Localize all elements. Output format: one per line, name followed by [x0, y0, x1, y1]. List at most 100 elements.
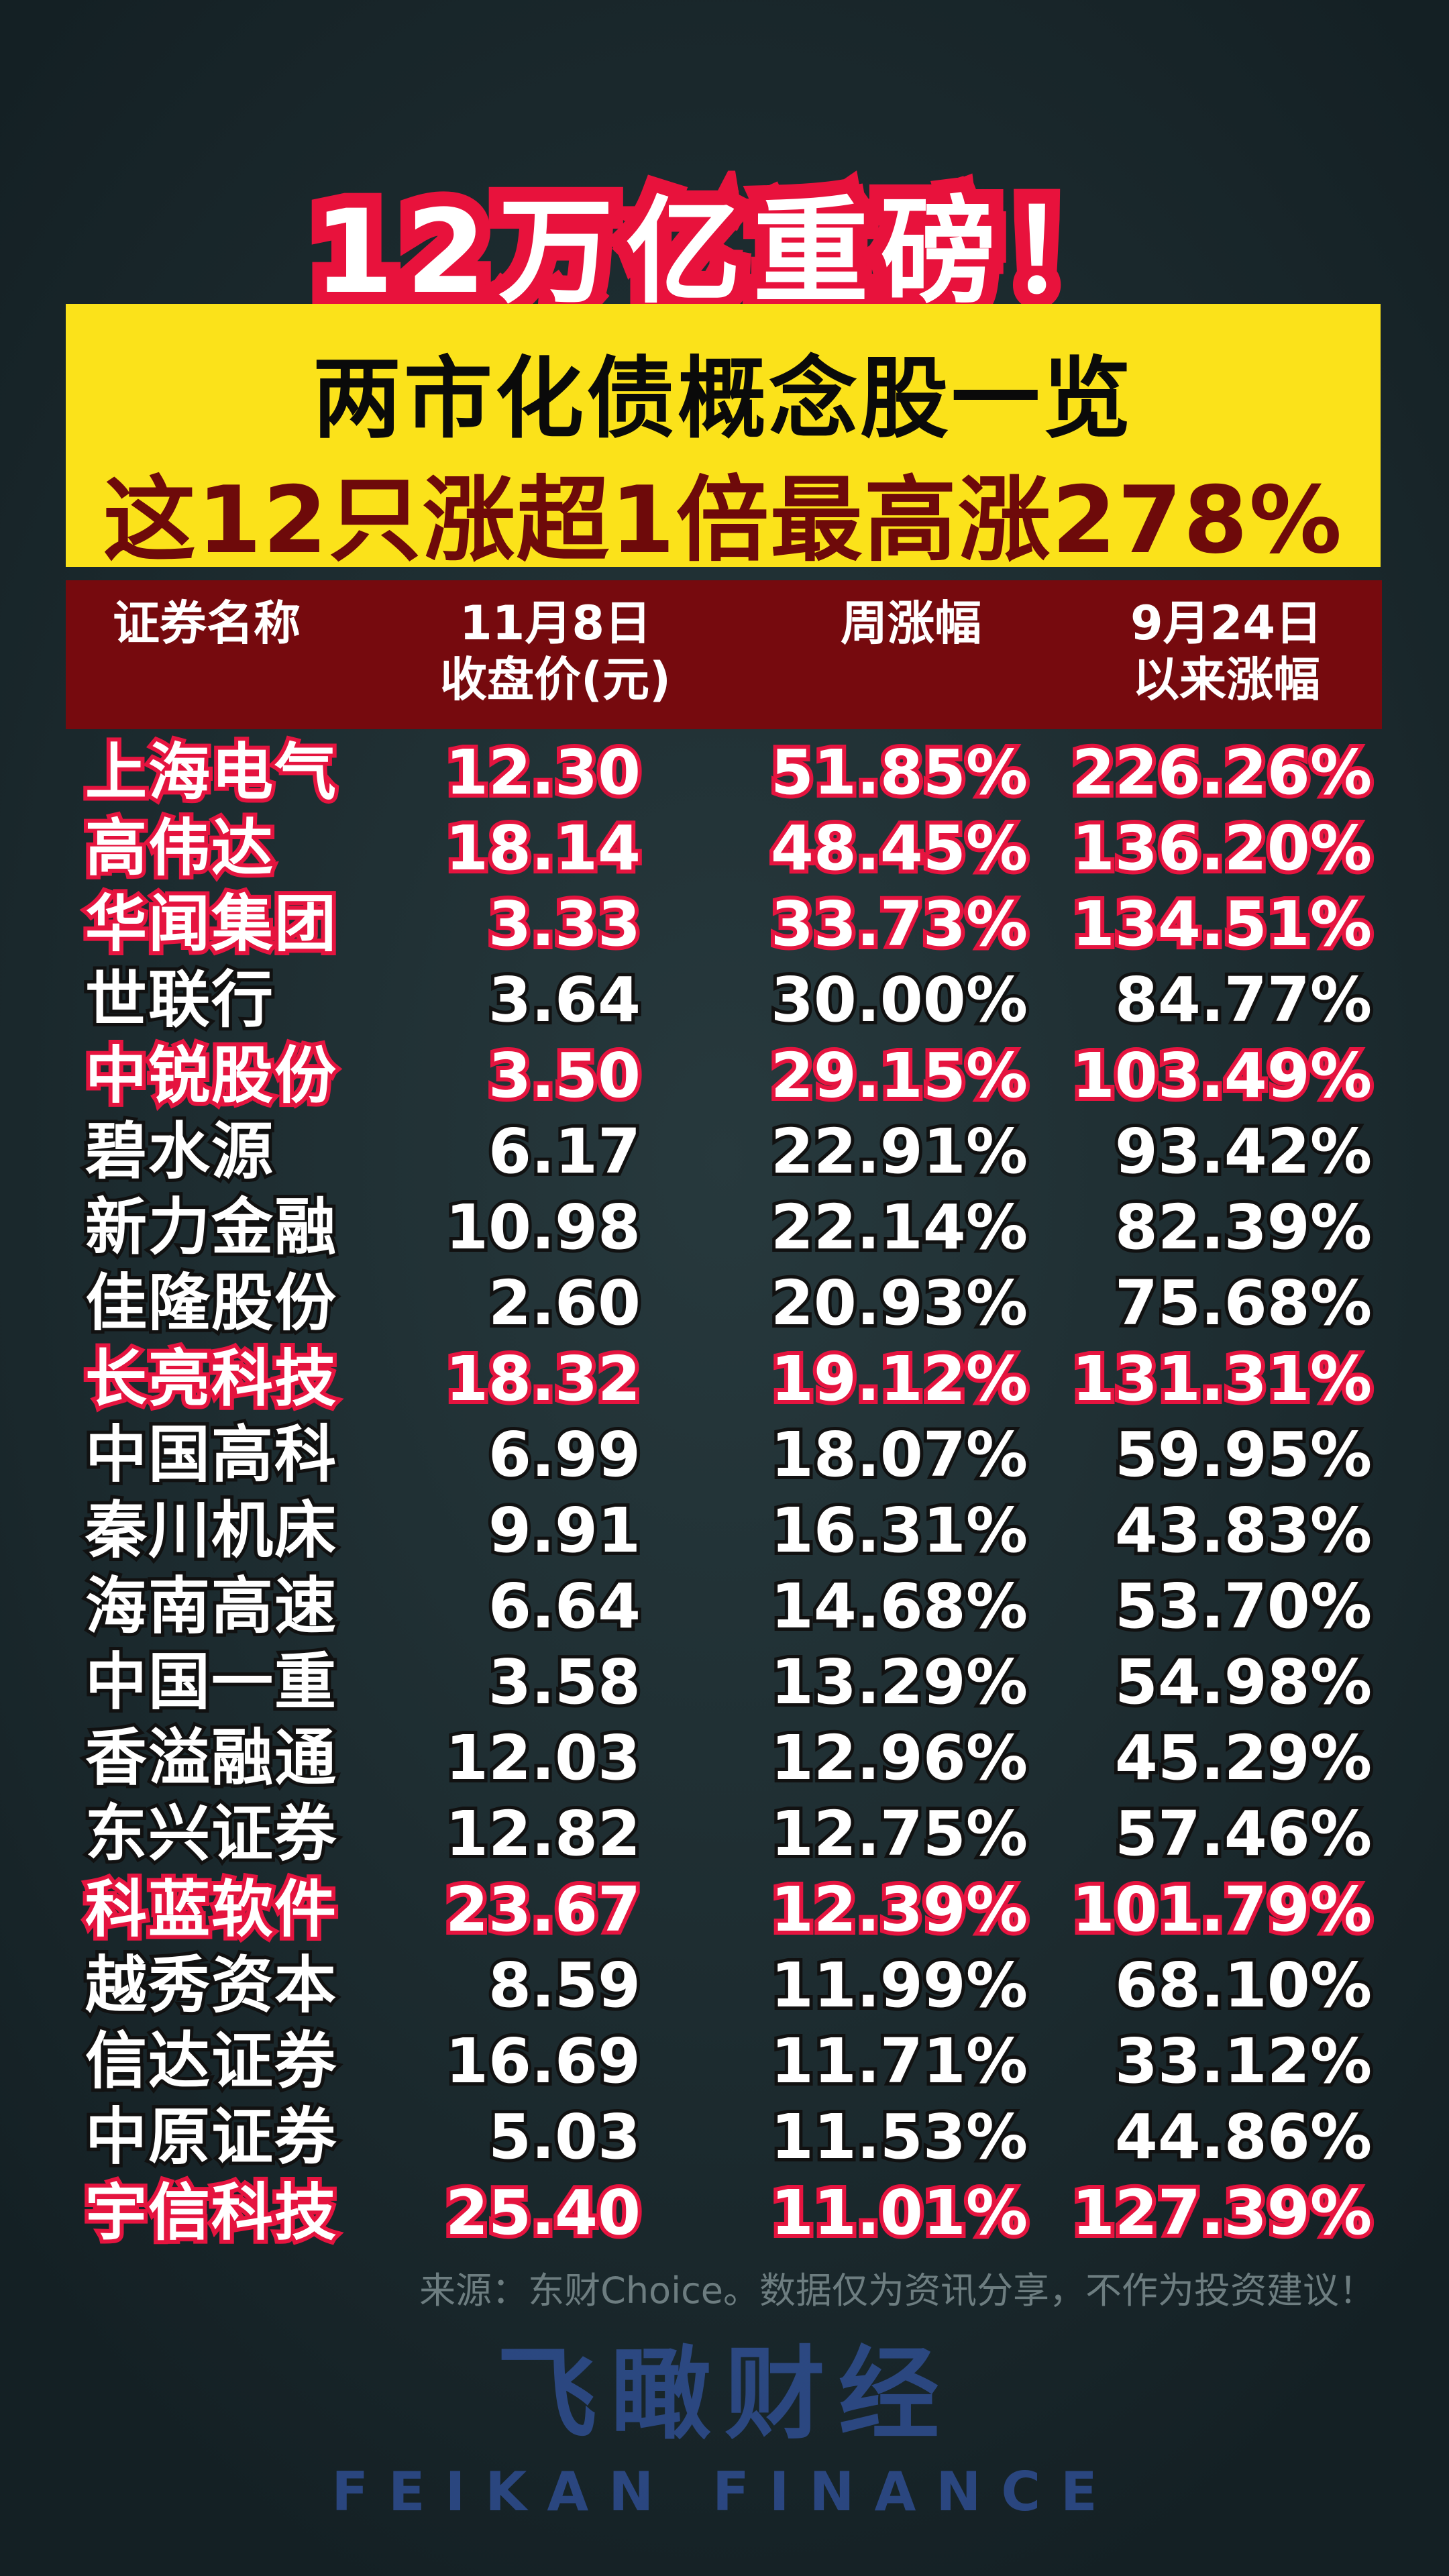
weekly-change: 14.68%: [767, 1567, 1031, 1646]
weekly-change: 12.96%: [767, 1719, 1031, 1797]
close-price: 6.17: [485, 1112, 644, 1191]
header-since: 9月24日 以来涨幅: [1085, 595, 1367, 708]
table-row: 宇信科技 25.40 11.01% 127.39%: [0, 2173, 1449, 2253]
change-since-sep24: 53.70%: [1112, 1567, 1375, 1646]
stock-name: 中国一重: [82, 1643, 339, 1721]
header-close-line1: 11月8日: [459, 596, 652, 651]
stock-name: 上海电气: [81, 733, 340, 812]
stock-name: 高伟达: [81, 808, 277, 888]
stock-name: 信达证券: [82, 2022, 339, 2100]
weekly-change: 22.14%: [767, 1188, 1031, 1267]
change-since-sep24: 136.20%: [1068, 808, 1376, 888]
stock-name: 华闻集团: [81, 884, 340, 964]
subtitle-line-2: 这12只涨超1倍最高涨278%: [103, 466, 1344, 574]
table-row: 东兴证券 12.82 12.75% 57.46%: [0, 1794, 1449, 1873]
close-price: 23.67: [441, 1870, 645, 1949]
weekly-change: 18.07%: [767, 1415, 1031, 1494]
weekly-change: 11.71%: [767, 2022, 1031, 2100]
weekly-change: 11.01%: [767, 2173, 1032, 2253]
close-price: 8.59: [485, 1946, 644, 2025]
table-row: 秦川机床 9.91 16.31% 43.83%: [0, 1491, 1449, 1570]
page-title: 12万亿重磅！: [0, 158, 1449, 334]
table-row: 碧水源 6.17 22.91% 93.42%: [0, 1112, 1449, 1191]
close-price: 12.30: [441, 733, 645, 812]
weekly-change: 29.15%: [767, 1036, 1032, 1116]
header-since-line1: 9月24日: [1130, 596, 1323, 651]
change-since-sep24: 82.39%: [1112, 1188, 1375, 1267]
close-price: 10.98: [442, 1188, 644, 1267]
table-row: 中国一重 3.58 13.29% 54.98%: [0, 1643, 1449, 1721]
header-since-line2: 以来涨幅: [1132, 652, 1320, 707]
table-row: 香溢融通 12.03 12.96% 45.29%: [0, 1719, 1449, 1797]
watermark-logo: 飞瞰财经 FEIKAN FINANCE: [0, 2334, 1449, 2529]
close-price: 18.32: [441, 1339, 645, 1419]
change-since-sep24: 44.86%: [1112, 2098, 1375, 2176]
change-since-sep24: 33.12%: [1112, 2022, 1375, 2100]
watermark-cn: 飞瞰财经: [496, 2337, 953, 2453]
close-price: 3.50: [484, 1036, 645, 1116]
watermark-en: FEIKAN FINANCE: [331, 2461, 1118, 2523]
change-since-sep24: 54.98%: [1112, 1643, 1375, 1721]
stock-name: 科蓝软件: [81, 1870, 340, 1949]
weekly-change: 16.31%: [767, 1491, 1031, 1570]
weekly-change: 33.73%: [767, 884, 1032, 964]
change-since-sep24: 93.42%: [1112, 1112, 1375, 1191]
header-weekly-text: 周涨幅: [841, 596, 981, 651]
stock-name: 中锐股份: [81, 1036, 340, 1116]
close-price: 12.03: [442, 1719, 644, 1797]
change-since-sep24: 226.26%: [1068, 733, 1376, 812]
close-price: 3.64: [485, 961, 644, 1039]
change-since-sep24: 75.68%: [1112, 1264, 1375, 1342]
weekly-change: 48.45%: [767, 808, 1032, 888]
close-price: 9.91: [485, 1491, 644, 1570]
table-header: 证券名称 11月8日 收盘价(元) 周涨幅 9月24日 以来涨幅: [66, 580, 1382, 729]
header-weekly: 周涨幅: [770, 595, 1052, 651]
table-row: 世联行 3.64 30.00% 84.77%: [0, 961, 1449, 1039]
table-row: 佳隆股份 2.60 20.93% 75.68%: [0, 1264, 1449, 1342]
stock-name: 长亮科技: [81, 1339, 340, 1419]
stock-name: 宇信科技: [81, 2173, 340, 2253]
close-price: 5.03: [485, 2098, 644, 2176]
page-title-text: 12万亿重磅！: [299, 170, 1138, 334]
table-row: 科蓝软件 23.67 12.39% 101.79%: [0, 1870, 1449, 1949]
close-price: 6.99: [485, 1415, 644, 1494]
weekly-change: 20.93%: [767, 1264, 1031, 1342]
header-close-line2: 收盘价(元): [440, 652, 671, 707]
weekly-change: 51.85%: [767, 733, 1032, 812]
stock-name: 秦川机床: [82, 1491, 339, 1570]
header-name-text: 证券名称: [113, 596, 301, 651]
close-price: 6.64: [485, 1567, 644, 1646]
weekly-change: 11.53%: [767, 2098, 1031, 2176]
change-since-sep24: 84.77%: [1112, 961, 1375, 1039]
change-since-sep24: 57.46%: [1112, 1794, 1375, 1873]
stock-name: 碧水源: [82, 1112, 276, 1191]
change-since-sep24: 101.79%: [1068, 1870, 1376, 1949]
table-row: 中国高科 6.99 18.07% 59.95%: [0, 1415, 1449, 1494]
stock-name: 新力金融: [82, 1188, 339, 1267]
change-since-sep24: 134.51%: [1068, 884, 1376, 964]
close-price: 2.60: [485, 1264, 644, 1342]
weekly-change: 11.99%: [767, 1946, 1031, 2025]
subtitle-banner: 两市化债概念股一览 这12只涨超1倍最高涨278%: [66, 304, 1381, 574]
close-price: 12.82: [442, 1794, 644, 1873]
close-price: 18.14: [441, 808, 645, 888]
close-price: 3.33: [484, 884, 645, 964]
header-name: 证券名称: [66, 595, 347, 651]
table-row: 上海电气 12.30 51.85% 226.26%: [0, 733, 1449, 812]
weekly-change: 30.00%: [767, 961, 1031, 1039]
close-price: 16.69: [442, 2022, 644, 2100]
change-since-sep24: 45.29%: [1112, 1719, 1375, 1797]
stock-name: 中原证券: [82, 2098, 339, 2176]
header-close: 11月8日 收盘价(元): [415, 595, 696, 708]
close-price: 25.40: [441, 2173, 645, 2253]
stock-name: 东兴证券: [82, 1794, 339, 1873]
change-since-sep24: 127.39%: [1068, 2173, 1376, 2253]
stock-name: 世联行: [82, 961, 276, 1039]
weekly-change: 13.29%: [767, 1643, 1031, 1721]
change-since-sep24: 131.31%: [1068, 1339, 1376, 1419]
change-since-sep24: 43.83%: [1112, 1491, 1375, 1570]
subtitle-line-1: 两市化债概念股一览: [313, 347, 1134, 451]
close-price: 3.58: [485, 1643, 644, 1721]
weekly-change: 19.12%: [767, 1339, 1032, 1419]
table-row: 海南高速 6.64 14.68% 53.70%: [0, 1567, 1449, 1646]
